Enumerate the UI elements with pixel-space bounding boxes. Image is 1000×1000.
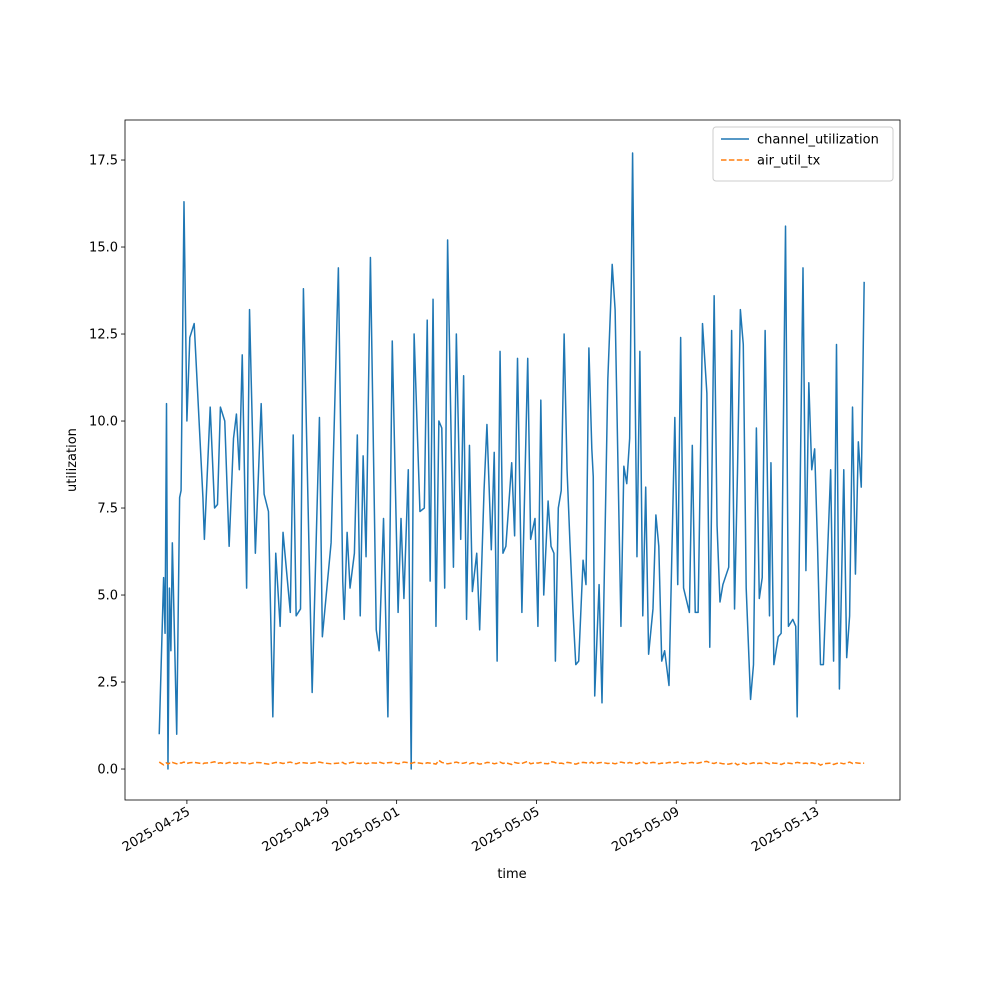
y-tick-label: 17.5 [89,154,118,169]
y-tick-label: 15.0 [89,241,118,256]
y-tick-label: 5.0 [97,589,118,604]
plot-frame [124,119,901,801]
y-tick-label: 2.5 [97,676,118,691]
legend-label: air_util_tx [757,154,821,169]
legend-label: channel_utilization [757,133,879,148]
data-line [158,759,865,766]
y-tick-label: 10.0 [89,415,118,430]
y-axis-label: utilization [65,428,80,492]
x-axis-label: time [497,867,526,882]
legend-box [712,126,894,182]
y-tick-label: 0.0 [97,763,118,778]
y-tick-label: 7.5 [97,502,118,517]
y-tick-label: 12.5 [89,328,118,343]
data-line [158,152,865,770]
